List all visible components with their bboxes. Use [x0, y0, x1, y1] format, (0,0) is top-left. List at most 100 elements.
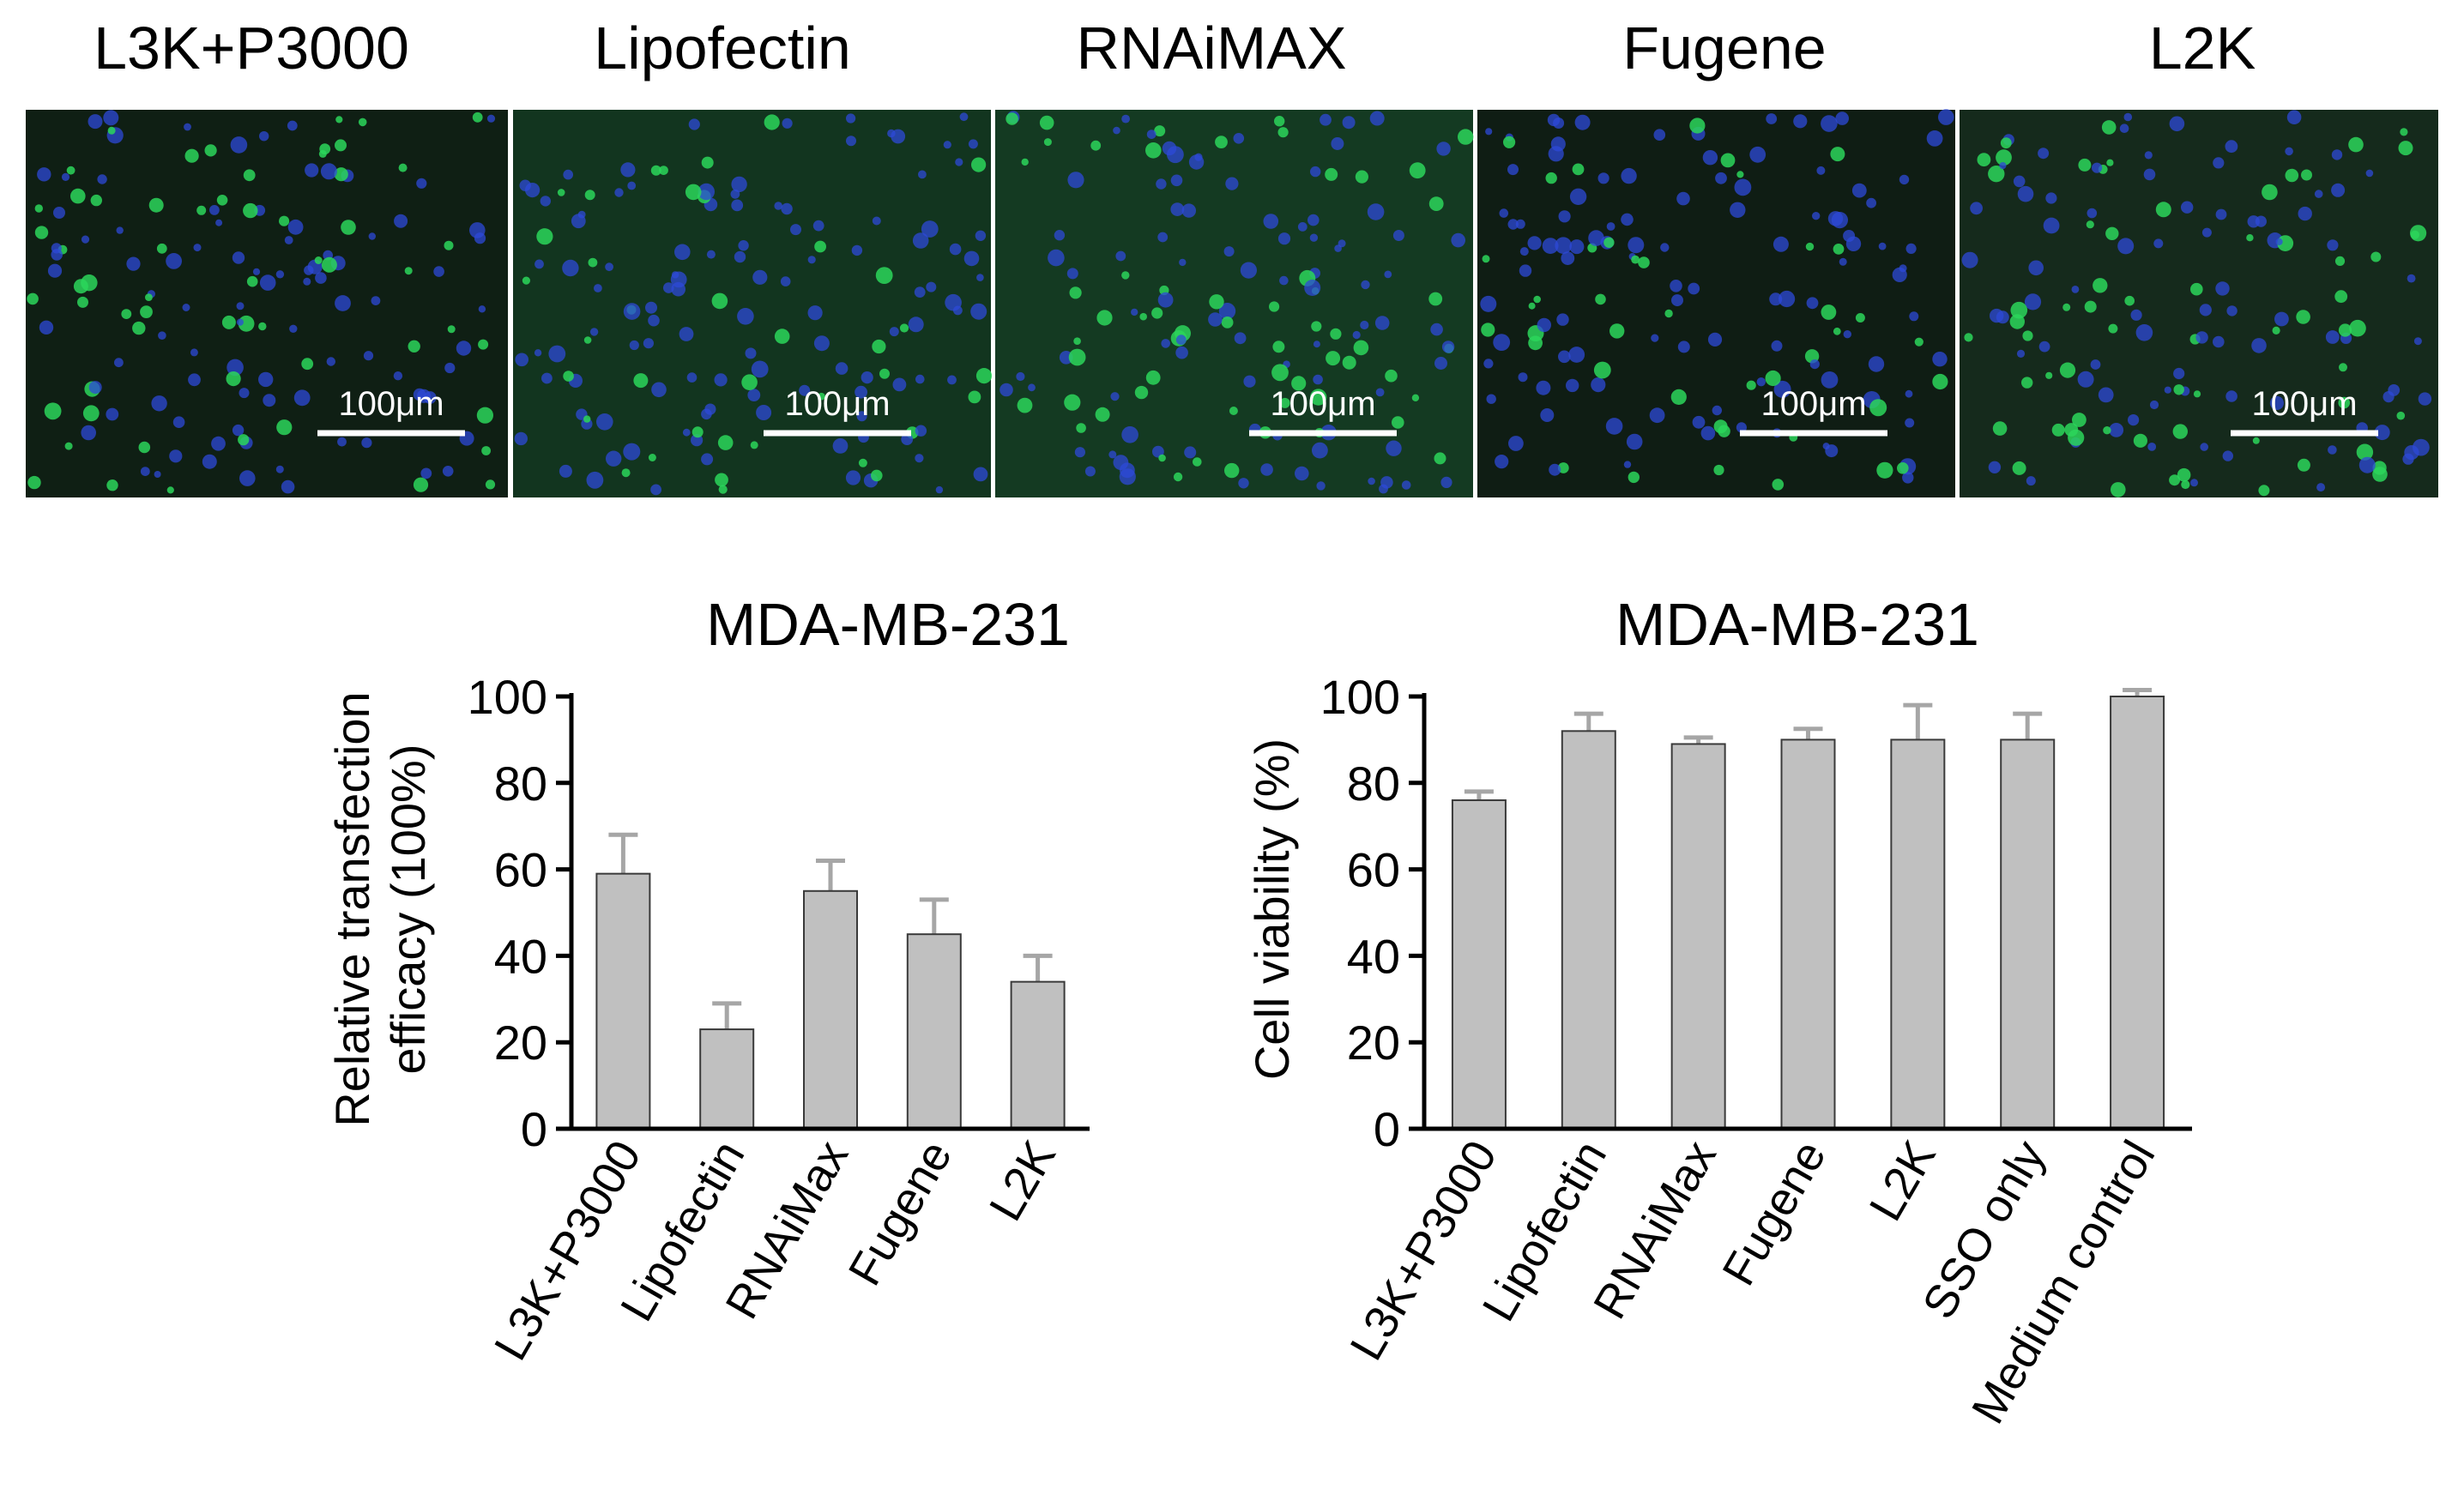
- cell-nucleus: [172, 416, 185, 429]
- cell-signal: [2258, 485, 2270, 497]
- chart-title: MDA-MB-231: [1615, 591, 1979, 658]
- cell-signal: [1277, 127, 1289, 138]
- cell-nucleus: [1688, 282, 1700, 295]
- cell-signal: [1096, 310, 1113, 326]
- cell-nucleus: [371, 296, 381, 305]
- cell-signal: [44, 402, 62, 420]
- cell-nucleus: [627, 181, 637, 190]
- cell-nucleus: [975, 230, 987, 241]
- cell-signal: [238, 434, 250, 446]
- scale-bar-label: 100μm: [1760, 385, 1866, 423]
- cell-signal: [1664, 309, 1673, 318]
- cell-signal: [196, 205, 207, 215]
- cell-nucleus: [1499, 208, 1509, 218]
- cell-nucleus: [416, 389, 432, 403]
- cell-nucleus: [1307, 214, 1320, 226]
- y-tick-label: 20: [494, 1016, 547, 1070]
- cell-signal: [2072, 413, 2087, 427]
- cell-nucleus: [232, 424, 245, 437]
- cell-nucleus: [1527, 236, 1542, 250]
- cell-nucleus: [548, 345, 566, 363]
- cell-signal: [691, 426, 704, 438]
- cell-nucleus: [1157, 292, 1174, 308]
- cell-nucleus: [1380, 476, 1393, 489]
- y-tick-label: 60: [1347, 843, 1400, 897]
- cell-nucleus: [2119, 124, 2129, 133]
- cell-signal: [1311, 321, 1322, 332]
- cell-signal: [334, 167, 348, 182]
- cell-signal: [335, 116, 343, 124]
- cell-nucleus: [2130, 309, 2142, 321]
- y-tick-label: 100: [468, 670, 547, 724]
- cell-signal: [1274, 116, 1285, 127]
- cell-signal: [2301, 169, 2312, 181]
- cell-signal: [1595, 293, 1606, 305]
- cell-nucleus: [918, 170, 927, 179]
- cell-nucleus: [188, 373, 201, 387]
- cell-nucleus: [2109, 423, 2124, 437]
- cell-nucleus: [39, 320, 54, 335]
- axes: [1422, 693, 2192, 1131]
- cell-signal: [1121, 271, 1130, 280]
- cell-signal: [718, 485, 728, 494]
- cell-nucleus: [433, 266, 444, 277]
- cell-nucleus: [2255, 215, 2267, 227]
- cell-signal: [584, 190, 595, 201]
- cell-cluster: [27, 110, 496, 494]
- cell-nucleus: [1773, 236, 1789, 252]
- cell-nucleus: [1773, 380, 1791, 398]
- cell-nucleus: [855, 385, 867, 399]
- cell-nucleus: [955, 158, 963, 166]
- cell-nucleus: [1561, 251, 1575, 265]
- cell-nucleus: [807, 305, 823, 321]
- cell-signal: [2339, 363, 2347, 372]
- cell-nucleus: [469, 222, 486, 238]
- cell-signal: [404, 267, 413, 275]
- cell-signal: [1021, 158, 1029, 166]
- cell-nucleus: [861, 371, 873, 384]
- cell-nucleus: [2225, 140, 2238, 154]
- cell-nucleus: [2286, 110, 2302, 124]
- cell-nucleus: [1295, 466, 1309, 481]
- cell-nucleus: [169, 449, 183, 463]
- bar: [1780, 738, 1836, 1130]
- cell-nucleus: [2071, 286, 2080, 293]
- cell-signal: [2086, 220, 2094, 229]
- cell-signal: [2246, 234, 2254, 242]
- cell-signal: [1482, 255, 1490, 263]
- cell-nucleus: [1316, 481, 1326, 491]
- cell-signal: [2010, 301, 2028, 319]
- cell-signal: [1855, 313, 1865, 323]
- cell-nucleus: [1486, 394, 1496, 404]
- cell-nucleus: [915, 454, 924, 463]
- cell-nucleus: [154, 471, 161, 478]
- cell-nucleus: [114, 358, 124, 368]
- cell-signal: [1897, 462, 1909, 474]
- y-tick-label: 80: [1347, 757, 1400, 811]
- cell-nucleus: [190, 348, 198, 357]
- cell-nucleus: [1161, 339, 1170, 348]
- cell-signal: [2338, 323, 2352, 337]
- cell-nucleus: [2358, 456, 2376, 473]
- cell-signal: [1528, 335, 1543, 351]
- cell-signal: [82, 405, 100, 422]
- cell-nucleus: [420, 467, 432, 479]
- cell-signal: [858, 458, 867, 467]
- cell-nucleus: [1712, 405, 1723, 416]
- cell-signal: [557, 189, 565, 196]
- cell-nucleus: [949, 243, 962, 256]
- cell-nucleus: [259, 131, 269, 142]
- cell-signal: [1772, 479, 1785, 491]
- cell-nucleus: [1909, 311, 1919, 322]
- cell-nucleus: [674, 244, 691, 261]
- cell-signal: [2012, 461, 2026, 475]
- cell-signal: [1269, 301, 1280, 312]
- cell-signal: [522, 276, 531, 285]
- cell-signal: [1291, 376, 1307, 391]
- cell-nucleus: [1331, 137, 1344, 150]
- cell-nucleus: [1131, 308, 1138, 316]
- cell-nucleus: [1146, 130, 1157, 140]
- cell-signal: [1039, 115, 1054, 130]
- cell-nucleus: [2382, 391, 2395, 403]
- cell-nucleus: [2038, 148, 2050, 160]
